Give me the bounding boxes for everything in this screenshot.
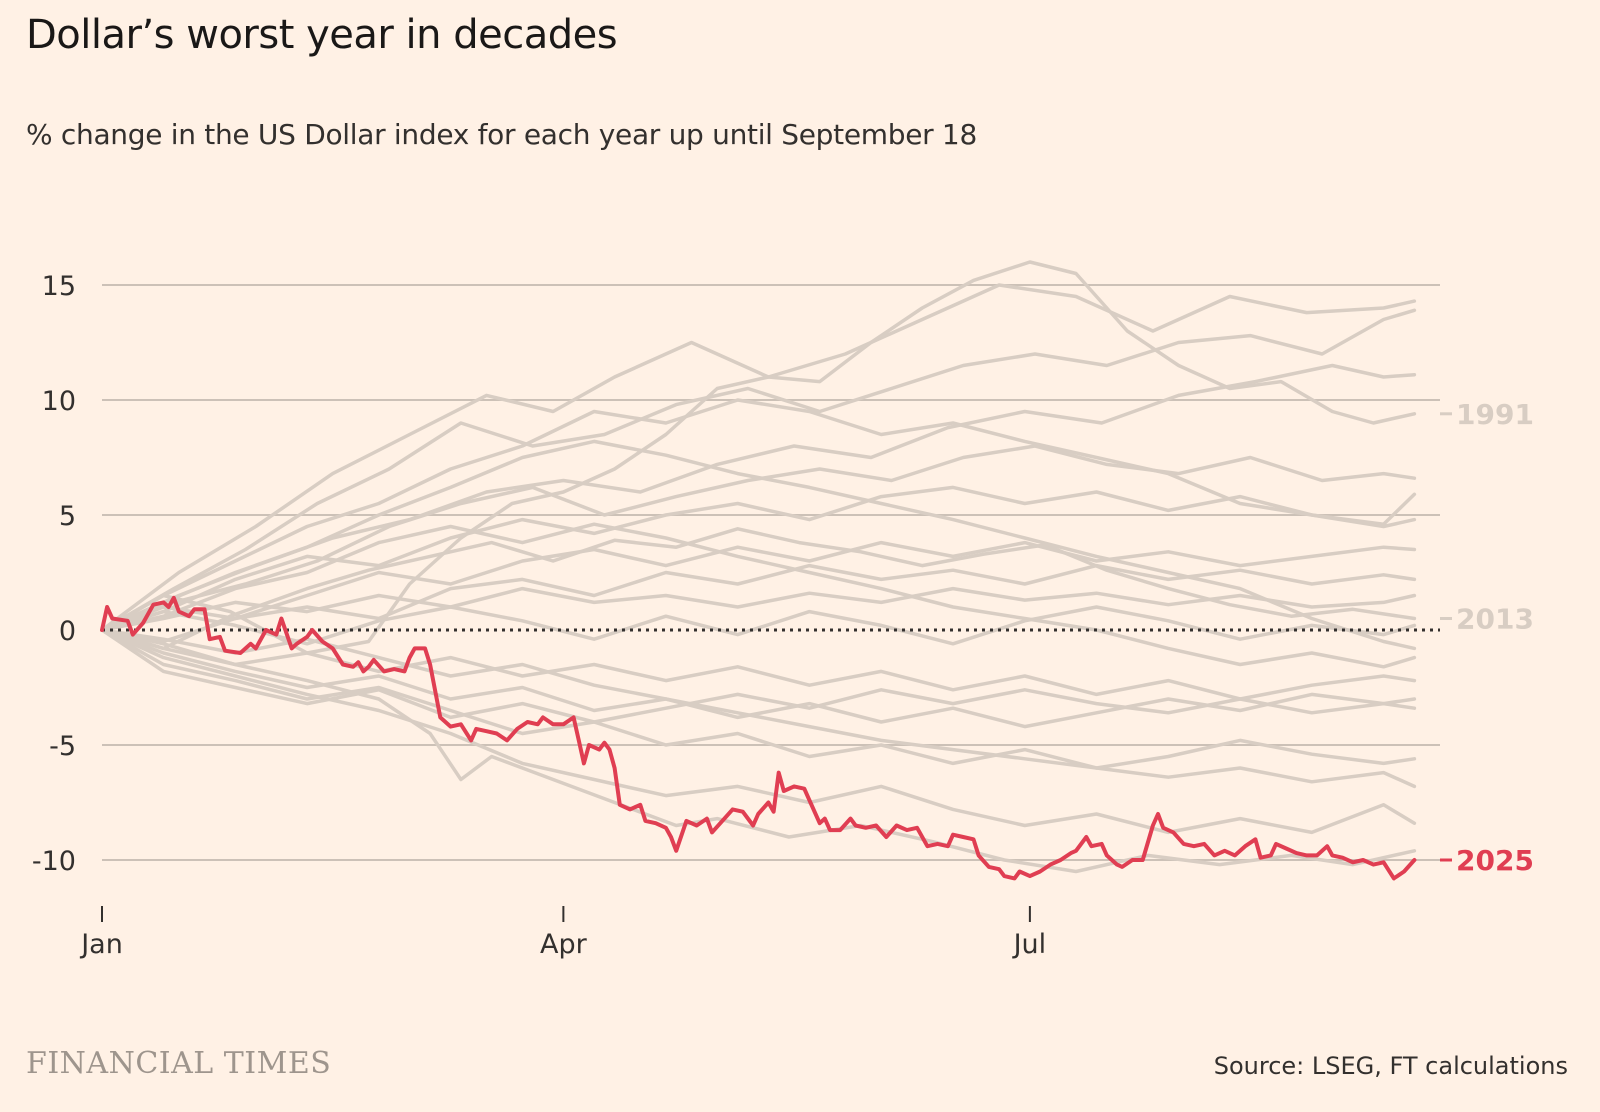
y-tick-label: 10: [42, 386, 76, 417]
highlight-layer: [100, 595, 1417, 881]
series-line-14: [100, 628, 1417, 835]
series-line-18: [100, 628, 1417, 789]
end-label-layer: 2025 1991 2013: [1440, 398, 1534, 877]
chart-title: Dollar’s worst year in decades: [26, 12, 618, 58]
x-tick-label: Jul: [1012, 929, 1047, 960]
end-label-2025: 2025: [1456, 844, 1534, 877]
y-tick-label: -5: [49, 731, 76, 762]
series-line-1991: [100, 260, 1417, 655]
series-line-21: [100, 628, 1417, 724]
end-label-1991: 1991: [1456, 398, 1534, 431]
y-tick-label: 15: [42, 271, 76, 302]
series-line-3: [100, 283, 1417, 632]
x-tick-label: Jan: [79, 929, 123, 960]
ft-logo: FINANCIAL TIMES: [26, 1046, 332, 1081]
series-line-2013: [100, 527, 1417, 651]
series-line-2025: [100, 595, 1417, 881]
series-line-17: [100, 439, 1417, 651]
x-axis: Jan Apr Jul: [79, 906, 1046, 960]
series-line-8: [100, 540, 1417, 632]
y-axis: 15 10 5 0 -5 -10: [32, 271, 76, 877]
source-note: Source: LSEG, FT calculations: [1213, 1052, 1568, 1080]
chart-subtitle: % change in the US Dollar index for each…: [26, 118, 977, 151]
series-layer: [100, 260, 1417, 874]
series-line-15: [100, 628, 1417, 874]
end-label-2013: 2013: [1456, 603, 1534, 636]
series-line-12: [100, 628, 1417, 729]
series-line-11: [100, 628, 1417, 701]
y-tick-label: 5: [59, 501, 76, 532]
series-line-19: [100, 605, 1417, 646]
series-line-6: [100, 444, 1417, 632]
x-tick-label: Apr: [540, 929, 588, 960]
chart-plot: 15 10 5 0 -5 -10 Jan Apr Jul 2025 1991 2013: [32, 260, 1534, 960]
series-line-16: [100, 522, 1417, 669]
y-tick-label: 0: [59, 616, 76, 647]
series-line-10: [100, 586, 1417, 632]
series-line-4: [100, 308, 1417, 632]
y-tick-label: -10: [32, 846, 76, 877]
series-line-20: [100, 398, 1417, 632]
series-line-5: [100, 363, 1417, 632]
